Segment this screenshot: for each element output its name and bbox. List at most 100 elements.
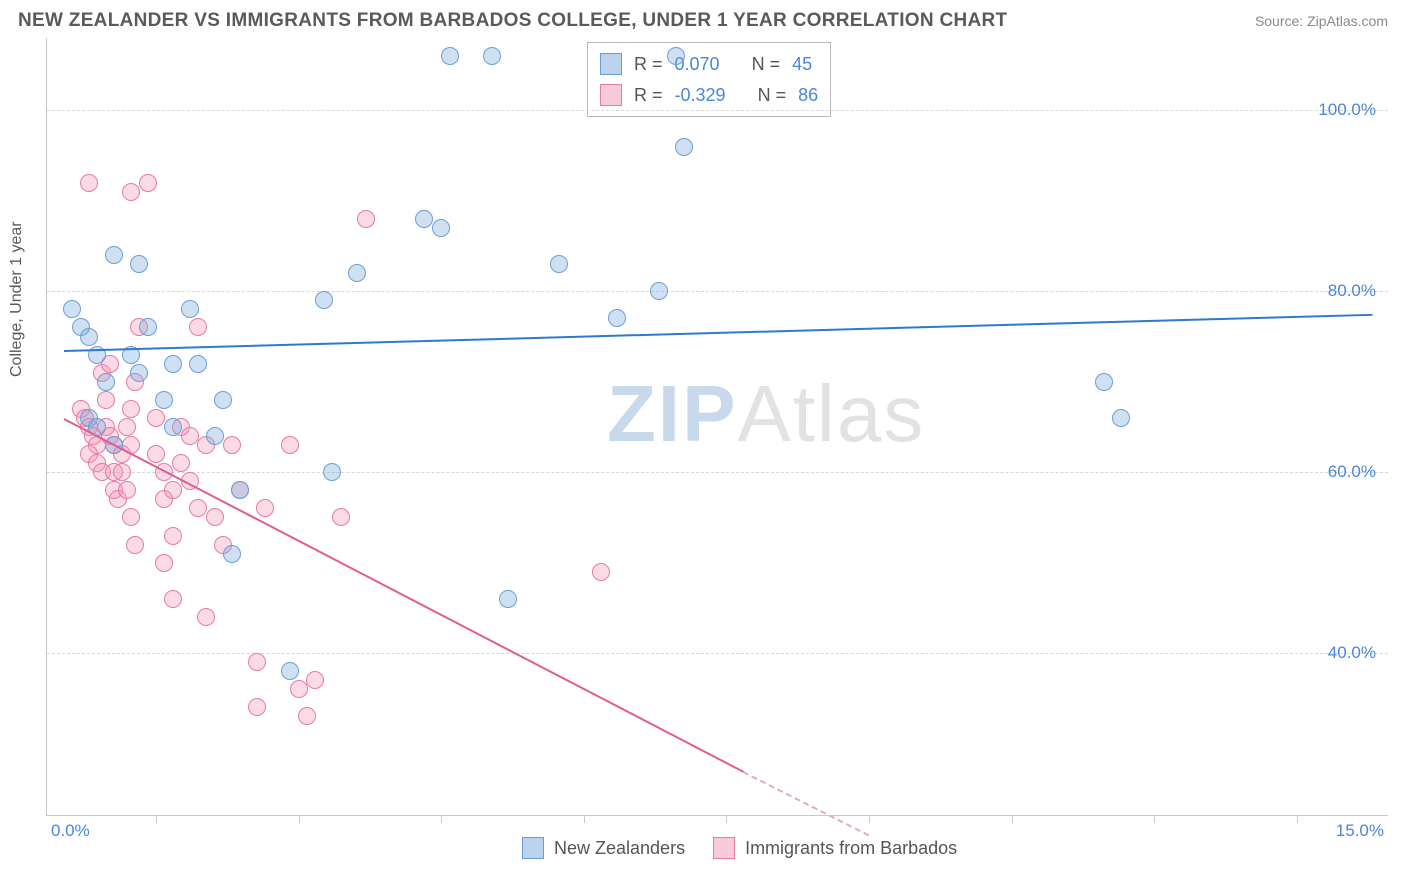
y-tick-label: 60.0% <box>1328 462 1376 482</box>
scatter-point-blue <box>499 590 517 608</box>
scatter-point-blue <box>315 291 333 309</box>
scatter-point-blue <box>281 662 299 680</box>
n-value-pink: 86 <box>798 80 818 111</box>
scatter-point-blue <box>164 355 182 373</box>
chart-title: NEW ZEALANDER VS IMMIGRANTS FROM BARBADO… <box>18 10 1007 32</box>
scatter-point-pink <box>189 318 207 336</box>
scatter-point-pink <box>332 508 350 526</box>
scatter-point-pink <box>147 409 165 427</box>
scatter-point-blue <box>415 210 433 228</box>
gridline-horizontal <box>47 291 1388 292</box>
scatter-point-pink <box>256 499 274 517</box>
scatter-point-pink <box>118 418 136 436</box>
scatter-point-pink <box>223 436 241 454</box>
gridline-horizontal <box>47 653 1388 654</box>
x-tick-mark <box>156 815 157 823</box>
stats-row-pink: R = -0.329 N = 86 <box>600 80 818 111</box>
scatter-point-blue <box>164 418 182 436</box>
y-axis-label: College, Under 1 year <box>8 221 26 377</box>
x-tick-mark <box>299 815 300 823</box>
scatter-point-pink <box>147 445 165 463</box>
scatter-point-pink <box>80 174 98 192</box>
r-label: R = <box>634 80 663 111</box>
scatter-point-pink <box>164 481 182 499</box>
stats-legend-box: R = 0.070 N = 45 R = -0.329 N = 86 <box>587 42 831 117</box>
scatter-point-blue <box>214 391 232 409</box>
scatter-point-blue <box>155 391 173 409</box>
scatter-point-blue <box>223 545 241 563</box>
swatch-blue-icon <box>522 837 544 859</box>
scatter-point-pink <box>172 454 190 472</box>
scatter-point-pink <box>248 698 266 716</box>
regression-line-blue <box>64 314 1372 352</box>
legend-item-blue: New Zealanders <box>522 837 685 859</box>
scatter-point-blue <box>550 255 568 273</box>
scatter-point-pink <box>281 436 299 454</box>
n-label: N = <box>752 49 781 80</box>
x-tick-mark <box>1297 815 1298 823</box>
scatter-point-pink <box>592 563 610 581</box>
y-tick-label: 100.0% <box>1318 100 1376 120</box>
scatter-point-blue <box>189 355 207 373</box>
scatter-point-pink <box>248 653 266 671</box>
scatter-point-pink <box>357 210 375 228</box>
legend-label-blue: New Zealanders <box>554 838 685 859</box>
scatter-point-pink <box>126 536 144 554</box>
n-value-blue: 45 <box>792 49 812 80</box>
x-tick-label-left: 0.0% <box>51 821 90 841</box>
scatter-point-blue <box>130 255 148 273</box>
y-tick-label: 40.0% <box>1328 643 1376 663</box>
scatter-point-blue <box>206 427 224 445</box>
scatter-point-pink <box>164 590 182 608</box>
scatter-point-pink <box>164 527 182 545</box>
scatter-point-blue <box>483 47 501 65</box>
scatter-point-pink <box>306 671 324 689</box>
y-tick-label: 80.0% <box>1328 281 1376 301</box>
scatter-point-pink <box>206 508 224 526</box>
scatter-point-blue <box>105 246 123 264</box>
scatter-point-pink <box>181 427 199 445</box>
scatter-point-pink <box>197 608 215 626</box>
stats-row-blue: R = 0.070 N = 45 <box>600 49 818 80</box>
scatter-point-pink <box>189 499 207 517</box>
scatter-point-pink <box>122 508 140 526</box>
scatter-point-pink <box>113 463 131 481</box>
scatter-point-pink <box>97 391 115 409</box>
legend-item-pink: Immigrants from Barbados <box>713 837 957 859</box>
scatter-point-blue <box>323 463 341 481</box>
gridline-horizontal <box>47 110 1388 111</box>
scatter-point-blue <box>1095 373 1113 391</box>
scatter-point-blue <box>432 219 450 237</box>
scatter-point-pink <box>155 554 173 572</box>
scatter-point-blue <box>348 264 366 282</box>
legend-label-pink: Immigrants from Barbados <box>745 838 957 859</box>
scatter-point-blue <box>97 373 115 391</box>
scatter-point-blue <box>675 138 693 156</box>
scatter-point-blue <box>441 47 459 65</box>
swatch-pink-icon <box>600 84 622 106</box>
scatter-point-blue <box>667 47 685 65</box>
n-label: N = <box>758 80 787 111</box>
x-tick-mark <box>869 815 870 823</box>
scatter-point-blue <box>608 309 626 327</box>
scatter-point-pink <box>122 183 140 201</box>
x-tick-mark <box>1154 815 1155 823</box>
scatter-chart: ZIPAtlas R = 0.070 N = 45 R = -0.329 N =… <box>46 38 1388 816</box>
swatch-pink-icon <box>713 837 735 859</box>
scatter-point-pink <box>139 174 157 192</box>
scatter-point-blue <box>139 318 157 336</box>
scatter-point-blue <box>80 328 98 346</box>
r-label: R = <box>634 49 663 80</box>
watermark-rest: Atlas <box>737 369 925 458</box>
scatter-point-blue <box>231 481 249 499</box>
scatter-point-blue <box>1112 409 1130 427</box>
watermark: ZIPAtlas <box>607 368 925 460</box>
x-tick-mark <box>726 815 727 823</box>
swatch-blue-icon <box>600 53 622 75</box>
scatter-point-blue <box>181 300 199 318</box>
x-tick-mark <box>441 815 442 823</box>
watermark-bold: ZIP <box>607 369 737 458</box>
gridline-horizontal <box>47 472 1388 473</box>
regression-line-pink-dashed <box>743 771 870 836</box>
scatter-point-blue <box>130 364 148 382</box>
